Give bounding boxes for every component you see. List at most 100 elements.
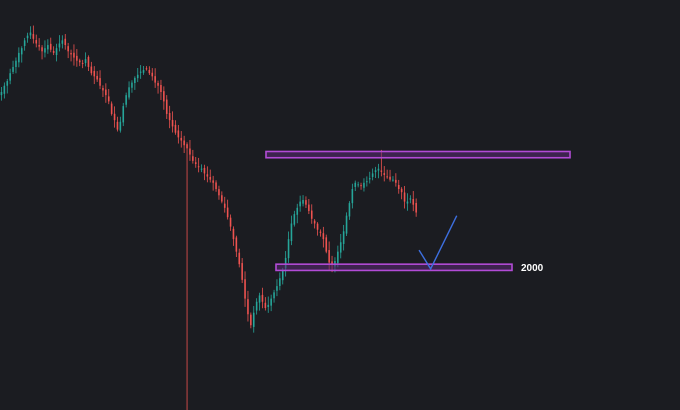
candle-body	[67, 46, 69, 52]
candle-body	[76, 55, 78, 61]
candle-body	[200, 168, 203, 170]
candle-body	[339, 242, 342, 253]
candle-body	[192, 156, 194, 161]
candle-body	[107, 96, 110, 102]
candle-body	[293, 214, 296, 225]
candle-body	[194, 162, 197, 164]
candle-body	[113, 113, 116, 121]
candle-body	[32, 34, 35, 39]
candle-body	[255, 301, 258, 311]
candle-body	[131, 82, 133, 88]
candle-body	[229, 217, 232, 227]
candle-body	[409, 198, 412, 200]
candle-body	[20, 48, 23, 55]
candle-body	[360, 185, 362, 187]
candle-body	[49, 43, 52, 50]
candle-body	[99, 78, 101, 86]
candle-body	[165, 99, 168, 114]
candle-body	[363, 182, 365, 188]
candle-body	[9, 73, 11, 81]
candle-body	[331, 261, 333, 265]
candle-body	[400, 188, 403, 193]
candle-body	[29, 32, 32, 36]
candle-body	[351, 189, 354, 204]
candle-body	[395, 179, 397, 183]
candle-body	[345, 215, 348, 234]
candle-body	[325, 237, 328, 252]
candle-body	[125, 95, 127, 105]
candle-body	[392, 179, 394, 181]
candle-body	[122, 106, 125, 123]
candle-body	[64, 38, 67, 46]
candle-body	[163, 91, 165, 102]
candle-body	[267, 304, 270, 308]
candle-body	[136, 74, 139, 79]
candle-body	[154, 76, 156, 83]
candle-body	[374, 170, 377, 173]
candle-body	[174, 124, 177, 133]
candle-body	[276, 286, 278, 291]
candle-body	[241, 263, 243, 280]
candle-body	[258, 295, 261, 303]
candle-body	[90, 66, 93, 74]
candle-body	[41, 47, 43, 52]
candle-body	[299, 201, 301, 207]
candle-body	[287, 239, 290, 259]
candle-body	[105, 89, 107, 96]
candle-body	[128, 87, 130, 98]
candle-body	[142, 70, 145, 73]
candle-body	[354, 182, 357, 187]
candle-body	[322, 233, 325, 240]
candle-body	[6, 81, 9, 86]
candle-body	[151, 72, 154, 77]
candle-body	[415, 202, 417, 213]
candle-body	[157, 82, 159, 86]
resistance-zone	[265, 150, 571, 159]
candle-body	[348, 203, 351, 217]
candle-body	[218, 189, 220, 196]
candle-body	[189, 148, 191, 155]
candle-body	[232, 228, 235, 240]
candle-body	[93, 70, 96, 77]
candle-body	[134, 77, 136, 84]
candle-body	[284, 257, 287, 269]
candle-body	[308, 204, 310, 211]
candle-body	[215, 182, 217, 190]
candle-body	[102, 87, 104, 91]
candle-body	[52, 51, 55, 53]
candle-body	[61, 40, 64, 44]
candle-body	[206, 174, 209, 177]
candle-body	[212, 180, 214, 183]
candle-body	[244, 279, 246, 299]
candle-body	[357, 184, 359, 186]
candle-body	[368, 178, 371, 180]
candle-body	[371, 173, 374, 177]
candle-body	[235, 237, 238, 252]
candle-body	[366, 181, 368, 183]
candle-body	[139, 71, 142, 73]
candle-body	[386, 176, 388, 178]
candle-body	[313, 220, 316, 224]
candle-body	[58, 43, 61, 48]
candle-body	[148, 69, 151, 74]
candle-body	[296, 207, 299, 215]
projection-arrow	[418, 215, 458, 271]
candle-body	[183, 140, 185, 146]
candlestick-series	[0, 25, 417, 410]
candle-body	[290, 223, 293, 242]
candle-body	[81, 62, 84, 64]
candle-body	[87, 56, 90, 67]
candle-body	[302, 200, 304, 204]
candle-body	[281, 270, 284, 281]
candle-body	[273, 292, 275, 299]
candle-body	[209, 177, 212, 180]
candle-body	[389, 176, 391, 180]
candle-body	[177, 130, 180, 138]
candle-body	[383, 173, 386, 175]
candle-body	[197, 166, 200, 168]
candle-body	[252, 312, 255, 327]
candle-body	[264, 302, 267, 308]
candle-body	[47, 45, 49, 50]
candle-body	[23, 40, 26, 46]
